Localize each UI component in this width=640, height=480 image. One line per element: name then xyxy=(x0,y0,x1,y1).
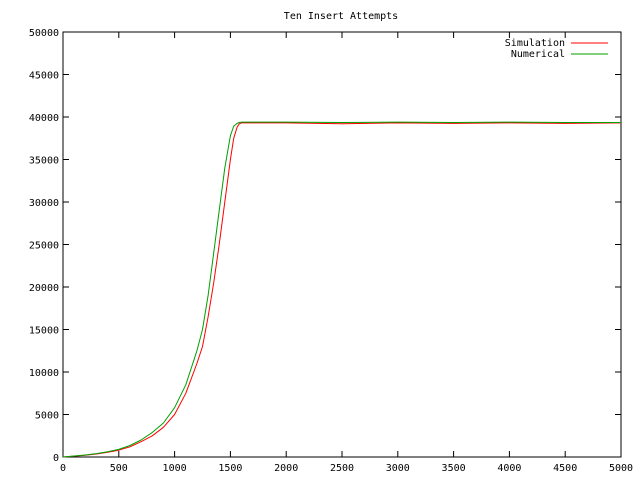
y-tick-label: 30000 xyxy=(29,198,59,209)
chart-title: Ten Insert Attempts xyxy=(284,11,398,22)
series-line-simulation xyxy=(62,122,622,458)
y-tick-label: 15000 xyxy=(29,326,59,337)
y-tick-label: 10000 xyxy=(29,368,59,379)
legend-label-numerical: Numerical xyxy=(511,49,565,60)
y-tick-label: 40000 xyxy=(29,113,59,124)
axis-ticks xyxy=(62,31,622,458)
y-tick-label: 0 xyxy=(53,453,59,464)
x-tick-label: 3000 xyxy=(386,463,410,474)
x-tick-label: 3500 xyxy=(442,463,466,474)
series-line-numerical xyxy=(62,121,621,458)
y-tick-label: 25000 xyxy=(29,241,59,252)
x-tick-label: 0 xyxy=(60,463,66,474)
x-tick-label: 4500 xyxy=(553,463,577,474)
y-tick-label: 20000 xyxy=(29,283,59,294)
x-tick-label: 2000 xyxy=(274,463,298,474)
y-tick-label: 5000 xyxy=(35,411,59,422)
axis-tick-labels: 0 500 1000 1500 2000 2500 3000 3500 4000 4500 5000… xyxy=(29,28,633,474)
legend: Simulation Numerical xyxy=(505,38,608,60)
y-tick-label: 35000 xyxy=(29,156,59,167)
x-tick-label: 4000 xyxy=(497,463,521,474)
y-tick-label: 50000 xyxy=(29,28,59,39)
x-tick-label: 1000 xyxy=(163,463,187,474)
y-tick-label: 45000 xyxy=(29,71,59,82)
x-tick-label: 5000 xyxy=(609,463,633,474)
x-tick-label: 1500 xyxy=(218,463,242,474)
legend-label-simulation: Simulation xyxy=(505,38,565,49)
x-tick-label: 2500 xyxy=(330,463,354,474)
x-tick-label: 500 xyxy=(110,463,128,474)
series-lines xyxy=(62,121,622,458)
